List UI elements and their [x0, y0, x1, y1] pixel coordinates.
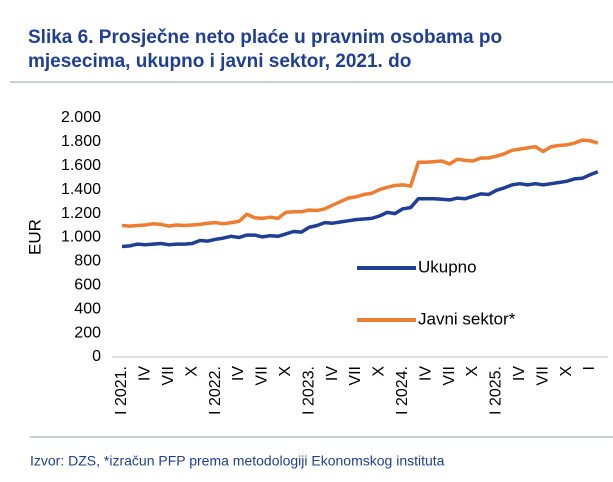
- y-tick-label: 1.200: [61, 205, 101, 222]
- x-tick-label: IV: [511, 366, 528, 381]
- series-line: [121, 170, 599, 249]
- y-tick-label: 2.000: [61, 109, 101, 126]
- title-box: Slika 6. Prosječne neto plaće u pravnim …: [28, 27, 503, 72]
- x-tick-label: IV: [417, 366, 434, 381]
- x-tick-label: IV: [324, 366, 341, 381]
- y-tick-label: 1.000: [61, 229, 101, 246]
- y-tick-label: 600: [74, 277, 101, 294]
- legend-label: Ukupno: [418, 257, 477, 276]
- x-tick-label: I 2023.: [300, 366, 317, 415]
- x-tick-label: VII: [347, 366, 364, 386]
- x-tick-label: VII: [441, 366, 458, 386]
- legend-label: Javni sektor*: [418, 309, 516, 328]
- x-tick-label: IV: [230, 366, 247, 381]
- y-tick-label: 200: [74, 324, 101, 341]
- y-tick-label: 1.800: [61, 133, 101, 150]
- source-note: Izvor: DZS, *izračun PFP prema metodolog…: [30, 453, 445, 469]
- x-tick-label: X: [464, 366, 481, 377]
- x-tick-label: X: [371, 366, 388, 377]
- x-tick-label: I 2024.: [394, 366, 411, 415]
- chart-title: Slika 6. Prosječne neto plaće u pravnim …: [28, 27, 503, 72]
- x-tick-label: I 2025.: [488, 366, 505, 415]
- x-tick-label: VII: [160, 366, 177, 386]
- x-tick-label: VII: [534, 366, 551, 386]
- x-tick-label: X: [183, 366, 200, 377]
- x-tick-label: I 2021.: [113, 366, 130, 415]
- x-tick-label: X: [277, 366, 294, 377]
- x-tick-label: X: [558, 366, 575, 377]
- x-tick-label: VII: [254, 366, 271, 386]
- y-tick-label: 800: [74, 253, 101, 270]
- y-tick-label: 400: [74, 300, 101, 317]
- y-tick-label: 1.400: [61, 181, 101, 198]
- y-axis-label: EUR: [25, 219, 44, 255]
- y-tick-label: 1.600: [61, 157, 101, 174]
- y-tick-label: 0: [92, 348, 101, 365]
- x-tick-label: IV: [137, 366, 154, 381]
- x-tick-label: I: [581, 366, 598, 370]
- x-tick-label: I 2022.: [207, 366, 224, 415]
- series-line: [121, 138, 599, 228]
